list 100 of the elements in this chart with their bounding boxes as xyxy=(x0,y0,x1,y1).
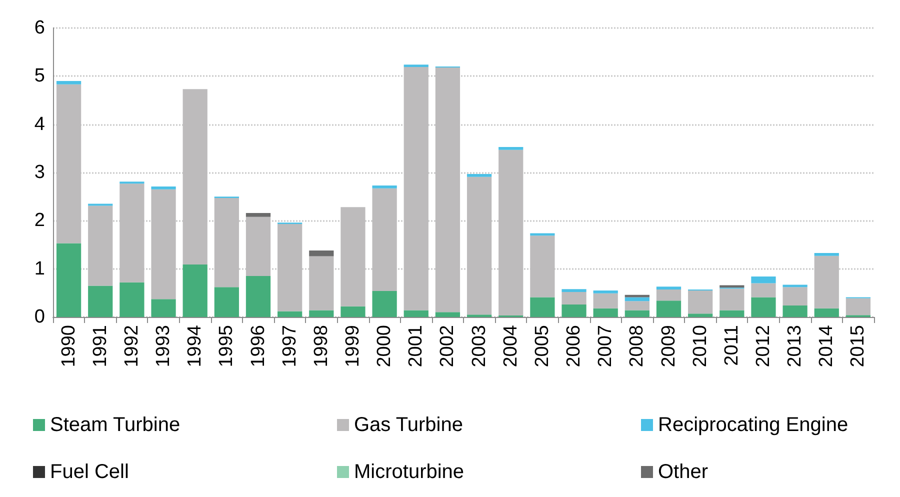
bar xyxy=(182,264,208,317)
x-tick-label: 2005 xyxy=(532,325,553,368)
bar xyxy=(56,243,82,317)
bar xyxy=(151,189,176,300)
bar xyxy=(88,206,113,286)
y-tick-label: 3 xyxy=(34,162,45,183)
bar xyxy=(720,288,744,310)
bar xyxy=(372,188,397,291)
bar xyxy=(624,301,650,310)
bar xyxy=(530,297,555,317)
bar xyxy=(466,174,492,177)
x-tick-label: 1996 xyxy=(248,325,269,368)
bar xyxy=(214,198,239,288)
bar xyxy=(340,306,366,317)
bar xyxy=(562,304,586,317)
y-tick-label: 5 xyxy=(34,66,45,87)
bar xyxy=(214,287,239,317)
bar xyxy=(340,207,366,306)
bar xyxy=(182,89,208,264)
bar xyxy=(656,290,682,301)
x-tick-label: 1997 xyxy=(279,325,300,368)
legend-label: Other xyxy=(658,461,708,483)
bar xyxy=(562,289,586,292)
bar xyxy=(624,310,650,317)
y-tick-label: 6 xyxy=(34,18,45,38)
bar xyxy=(404,310,428,317)
bar xyxy=(656,300,682,317)
legend-label: Gas Turbine xyxy=(354,414,463,436)
bar xyxy=(309,256,334,310)
x-tick-label: 2001 xyxy=(406,325,427,368)
x-tick-label: 2012 xyxy=(752,325,774,368)
y-tick-label: 0 xyxy=(34,306,45,328)
x-tick-label: 2000 xyxy=(374,325,396,368)
bar xyxy=(120,184,144,282)
bar xyxy=(246,276,271,317)
x-tick-label: 1994 xyxy=(184,324,206,368)
x-tick-label: 2006 xyxy=(564,325,585,368)
bar xyxy=(56,80,82,84)
x-tick-label: 2009 xyxy=(658,325,680,368)
y-tick-label: 2 xyxy=(34,210,45,232)
bar xyxy=(530,233,555,236)
bar xyxy=(846,298,871,316)
bar xyxy=(151,299,176,317)
bar xyxy=(435,312,460,317)
bar xyxy=(120,282,144,317)
x-tick-label: 1995 xyxy=(216,325,238,368)
bar xyxy=(404,64,428,68)
x-tick-label: 2010 xyxy=(690,325,711,368)
x-tick-label: 1990 xyxy=(58,325,80,368)
bar xyxy=(593,290,618,294)
bar xyxy=(720,285,744,288)
bar xyxy=(814,252,839,256)
legend-label: Steam Turbine xyxy=(50,414,180,436)
bar xyxy=(751,297,776,317)
bar xyxy=(498,146,524,150)
bar xyxy=(624,297,650,302)
bar xyxy=(278,224,302,312)
x-tick-label: 2007 xyxy=(595,325,616,368)
x-tick-label: 1998 xyxy=(310,325,332,368)
bar xyxy=(688,314,713,317)
bar xyxy=(624,294,650,298)
x-tick-label: 2003 xyxy=(468,325,490,368)
bar xyxy=(814,256,839,308)
bar xyxy=(782,287,808,306)
bar xyxy=(688,290,713,314)
bar xyxy=(56,84,82,244)
bar xyxy=(814,308,839,317)
x-tick-label: 2008 xyxy=(626,325,648,368)
x-tick-label: 2013 xyxy=(784,325,806,368)
bar xyxy=(593,308,618,317)
x-tick-label: 1999 xyxy=(342,325,364,368)
x-tick-label: 1992 xyxy=(121,325,142,368)
bar xyxy=(278,311,302,317)
legend-label: Microturbine xyxy=(354,461,464,483)
bar xyxy=(656,286,682,290)
bar xyxy=(593,293,618,308)
bar xyxy=(498,150,524,316)
x-tick-label: 1993 xyxy=(153,325,174,368)
bar xyxy=(372,290,397,317)
bar xyxy=(751,283,776,298)
x-tick-label: 2014 xyxy=(816,324,838,368)
legend-label: Fuel Cell xyxy=(50,461,129,483)
x-tick-label: 2002 xyxy=(437,325,458,368)
bar xyxy=(466,176,492,315)
bar xyxy=(246,216,271,276)
bar xyxy=(404,67,428,310)
x-tick-label: 2015 xyxy=(848,325,869,368)
x-tick-label: 1991 xyxy=(90,325,111,368)
bar xyxy=(372,186,397,188)
bar xyxy=(309,250,334,256)
x-tick-label: 2004 xyxy=(500,324,522,368)
legend-label: Reciprocating Engine xyxy=(658,414,848,436)
y-tick-label: 4 xyxy=(34,114,46,135)
bar xyxy=(720,310,744,317)
bar xyxy=(309,310,334,317)
bar xyxy=(246,212,271,217)
bar xyxy=(782,305,808,317)
bar xyxy=(562,292,586,304)
bar xyxy=(751,276,776,284)
bar xyxy=(435,67,460,312)
